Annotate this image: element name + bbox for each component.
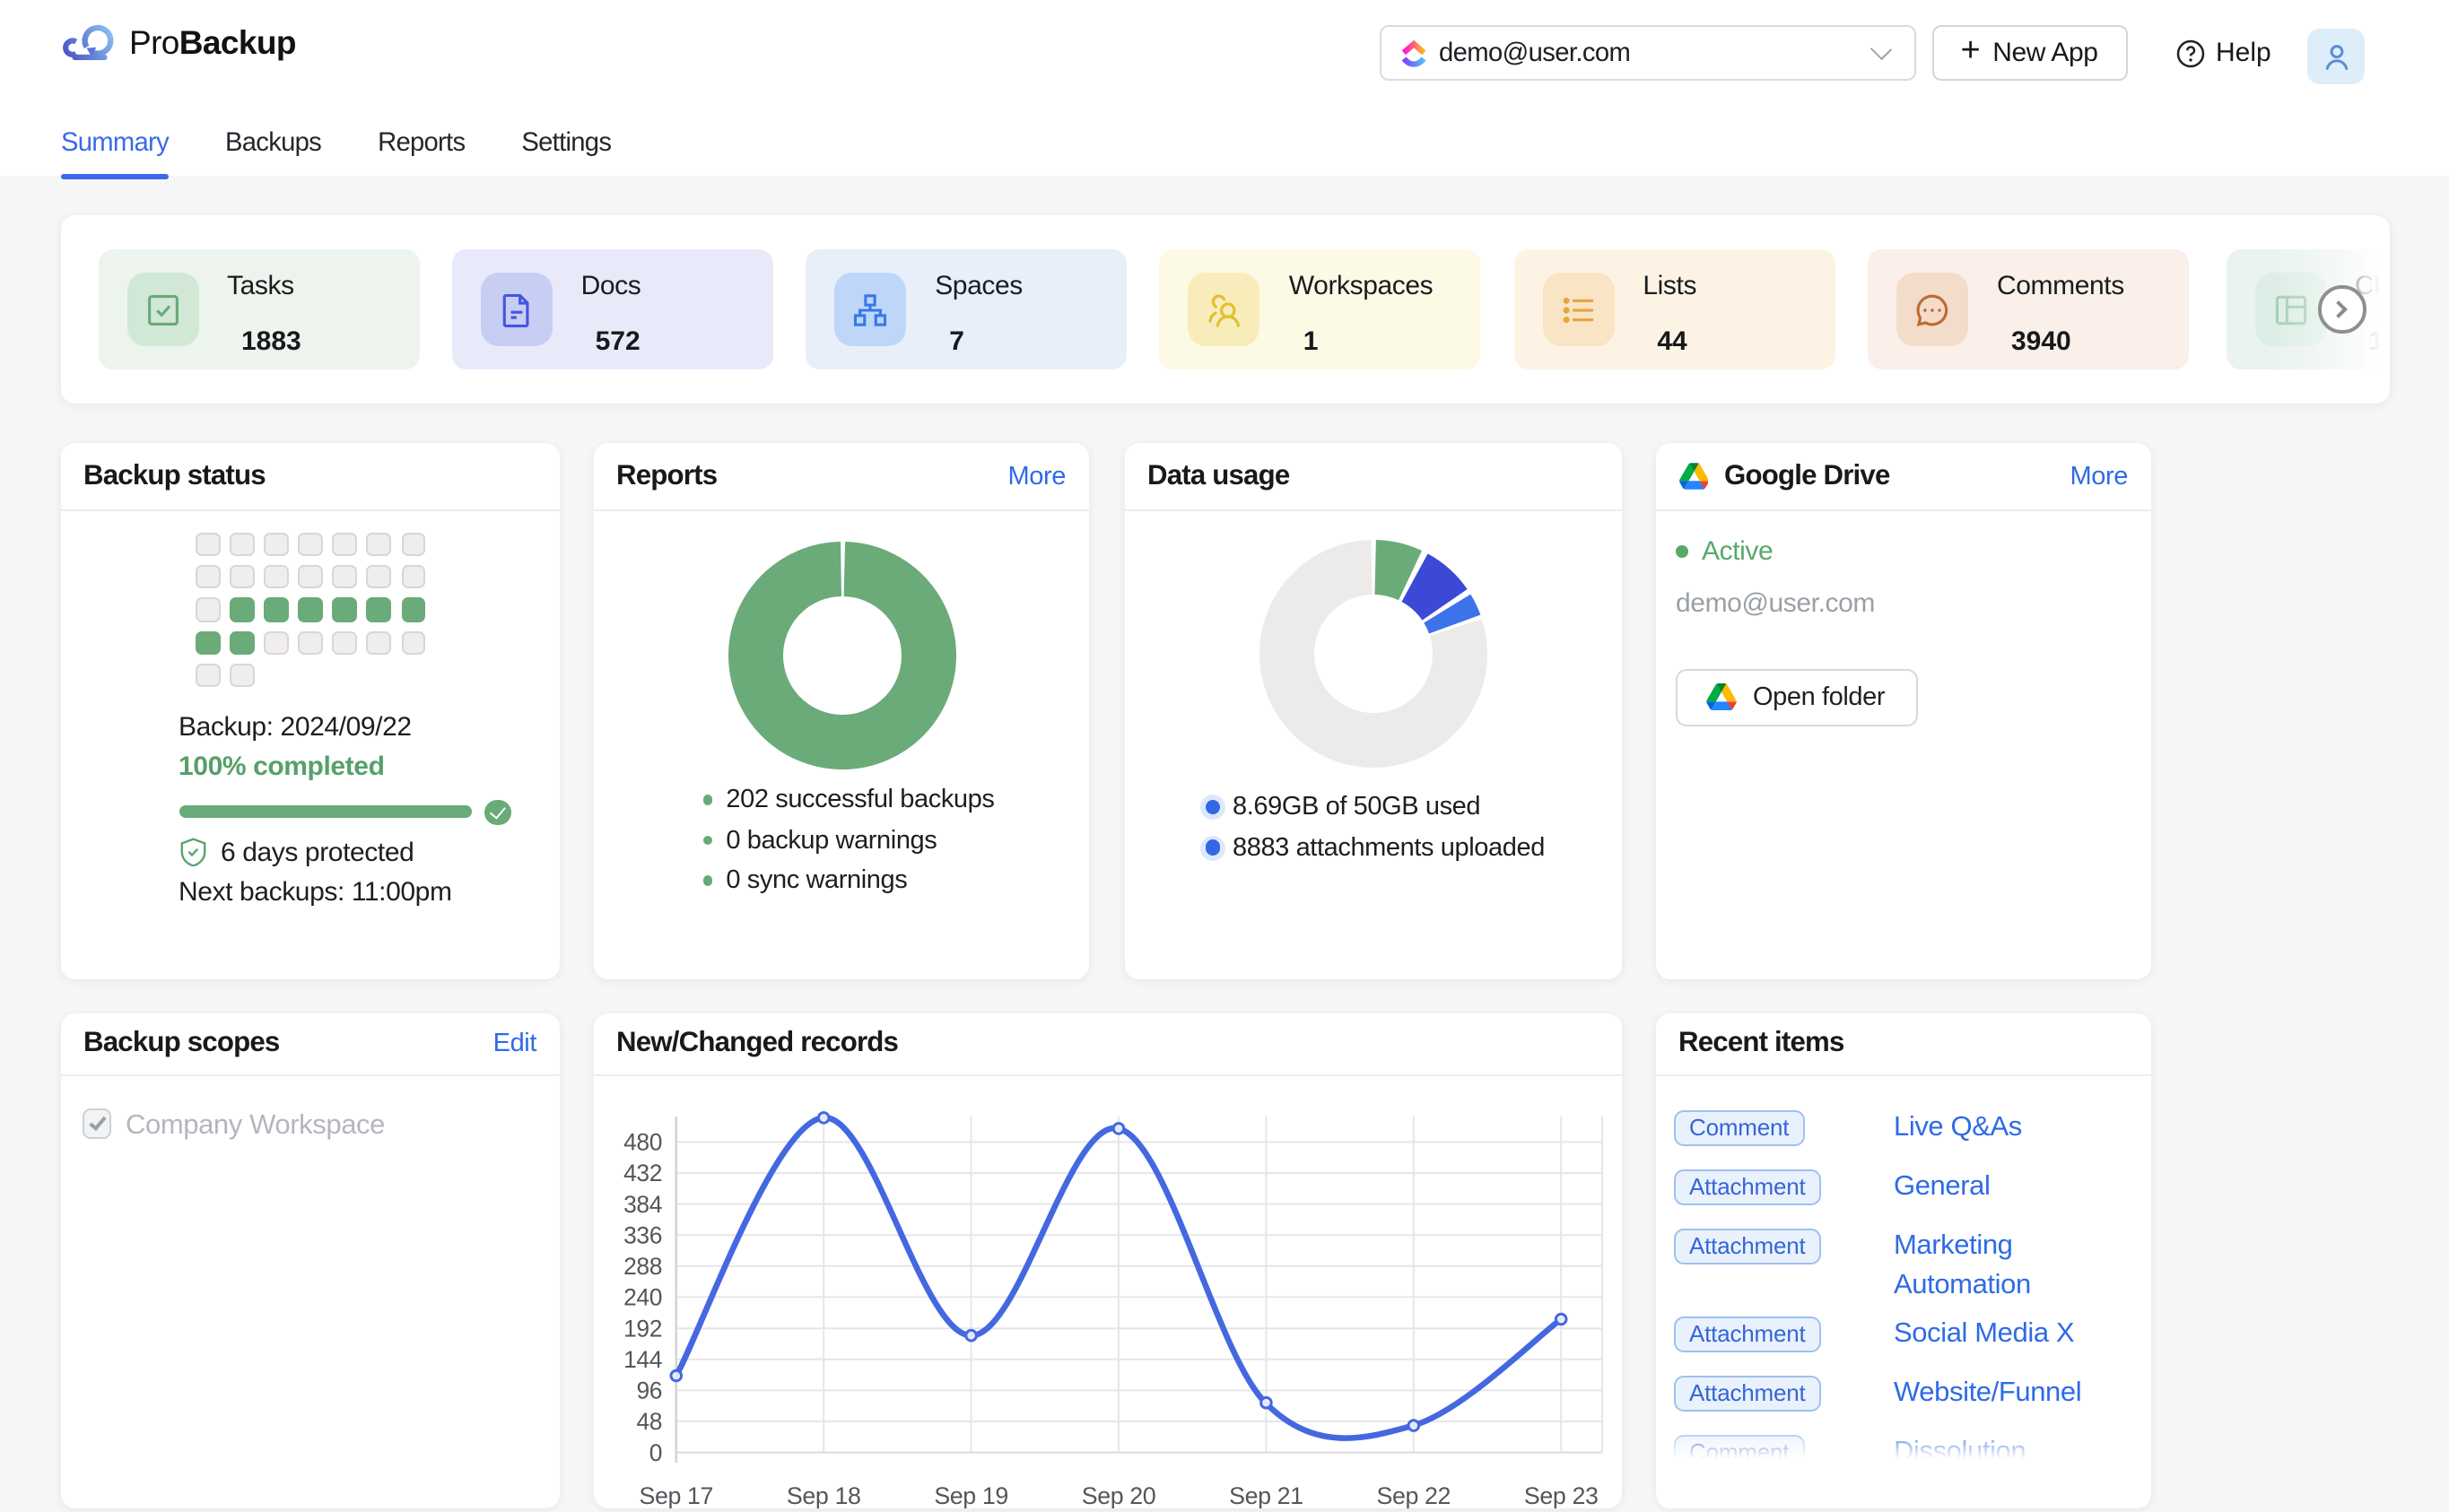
svg-text:48: 48 — [635, 1407, 661, 1434]
svg-text:144: 144 — [623, 1345, 661, 1372]
svg-text:288: 288 — [623, 1252, 661, 1279]
svg-text:96: 96 — [635, 1377, 661, 1403]
svg-text:Sep 23: Sep 23 — [1523, 1482, 1598, 1508]
svg-text:Sep 17: Sep 17 — [639, 1482, 713, 1508]
svg-text:192: 192 — [623, 1314, 661, 1341]
svg-text:Sep 18: Sep 18 — [786, 1482, 860, 1508]
svg-text:Sep 19: Sep 19 — [933, 1482, 1007, 1508]
svg-text:Sep 22: Sep 22 — [1376, 1482, 1451, 1508]
svg-text:Sep 21: Sep 21 — [1228, 1482, 1303, 1508]
svg-text:0: 0 — [649, 1438, 661, 1465]
svg-text:Sep 20: Sep 20 — [1081, 1482, 1155, 1508]
svg-text:384: 384 — [623, 1190, 661, 1217]
svg-text:432: 432 — [623, 1159, 661, 1186]
svg-text:480: 480 — [623, 1128, 661, 1155]
svg-text:336: 336 — [623, 1221, 661, 1247]
svg-text:240: 240 — [623, 1283, 661, 1310]
